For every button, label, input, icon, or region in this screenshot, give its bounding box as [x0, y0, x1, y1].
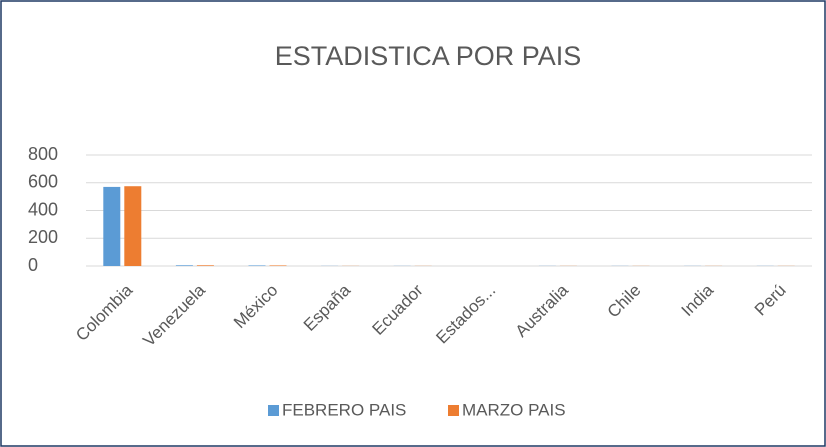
- bar: [196, 265, 214, 266]
- legend-label: MARZO PAIS: [462, 400, 566, 419]
- y-tick-label: 800: [28, 144, 58, 164]
- y-tick-label: 200: [28, 227, 58, 247]
- legend-label: FEBRERO PAIS: [282, 400, 406, 419]
- legend-swatch: [268, 405, 279, 416]
- bar: [175, 265, 193, 266]
- bar: [269, 265, 287, 266]
- chart-title: ESTADISTICA POR PAIS: [275, 41, 582, 71]
- bar: [248, 265, 266, 266]
- y-tick-label: 400: [28, 199, 58, 219]
- y-tick-label: 600: [28, 172, 58, 192]
- bar: [103, 186, 121, 266]
- legend-swatch: [448, 405, 459, 416]
- bar: [124, 186, 142, 266]
- y-tick-label: 0: [28, 255, 38, 275]
